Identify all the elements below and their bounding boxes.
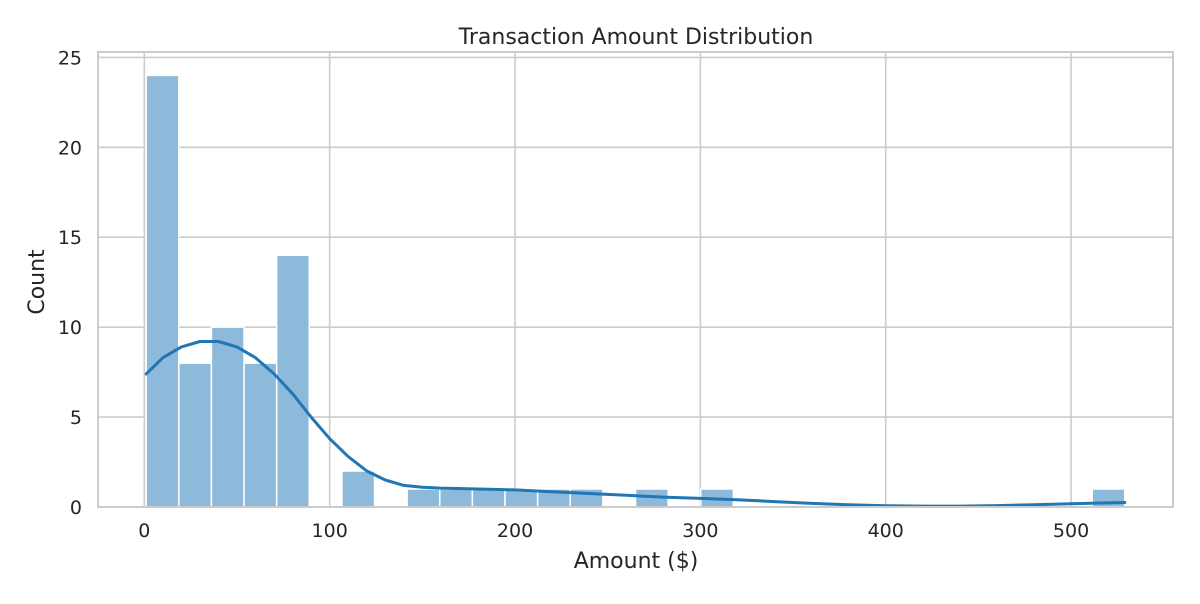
y-tick-label: 0 — [70, 497, 82, 519]
x-tick-label: 0 — [138, 520, 150, 542]
x-tick-label: 500 — [1053, 520, 1089, 542]
y-tick-label: 5 — [70, 407, 82, 429]
x-axis-label: Amount ($) — [574, 549, 699, 574]
y-axis-label: Count — [25, 249, 50, 315]
x-tick-label: 100 — [312, 520, 348, 542]
histogram-bar — [145, 74, 180, 508]
x-tick-label: 200 — [497, 520, 533, 542]
y-tick-label: 15 — [58, 227, 82, 249]
x-tick-label: 400 — [868, 520, 904, 542]
y-tick-label: 20 — [58, 137, 82, 159]
histogram-bar — [439, 488, 474, 508]
histogram-bar — [406, 488, 441, 508]
x-tick-label: 300 — [682, 520, 718, 542]
histogram-bar — [243, 362, 278, 508]
histogram-bar — [210, 326, 245, 508]
x-axis-ticks: 0 100 200 300 400 500 — [138, 520, 1089, 542]
histogram-bar — [341, 470, 376, 508]
chart-title: Transaction Amount Distribution — [458, 25, 814, 50]
y-axis-ticks: 0 5 10 15 20 25 — [58, 47, 82, 519]
y-tick-label: 10 — [58, 317, 82, 339]
histogram-bar — [178, 362, 213, 508]
histogram-bar — [471, 488, 506, 508]
y-tick-label: 25 — [58, 47, 82, 69]
histogram-bars — [145, 74, 1126, 508]
plot-frame — [97, 51, 1174, 508]
plot-border — [97, 51, 1174, 508]
